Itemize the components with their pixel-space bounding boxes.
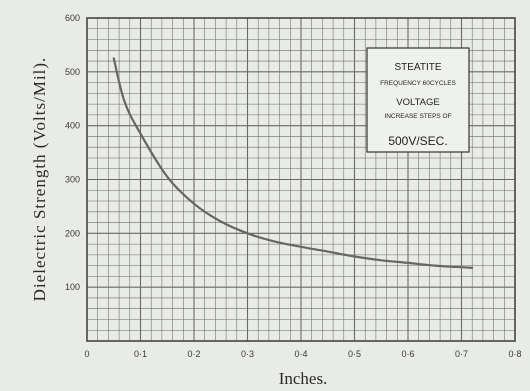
annotation-line-1: STEATITE [394, 62, 441, 73]
annotation-line-3: VOLTAGE [396, 97, 439, 108]
annotation-line-5: 500V/SEC. [388, 134, 447, 148]
x-tick-label: 0·3 [241, 349, 254, 359]
x-tick-label: 0 [84, 349, 89, 359]
x-tick-label: 0·1 [134, 349, 147, 359]
annotation-line-2: FREQUENCY 60CYCLES [380, 80, 456, 87]
y-tick-label: 400 [65, 121, 80, 131]
y-tick-label: 600 [65, 13, 80, 23]
x-tick-label: 0·4 [294, 349, 307, 359]
plot-frame [86, 17, 516, 342]
x-tick-labels: 0 0·1 0·2 0·3 0·4 0·5 0·6 0·7 0·8 [84, 349, 521, 359]
y-tick-labels: 600 500 400 300 200 100 [65, 13, 80, 292]
x-tick-label: 0·8 [508, 349, 521, 359]
annotation-box: STEATITE FREQUENCY 60CYCLES VOLTAGE INCR… [366, 47, 470, 153]
x-tick-label: 0·6 [401, 349, 414, 359]
y-tick-label: 100 [65, 282, 80, 292]
y-tick-label: 300 [65, 175, 80, 185]
y-tick-label: 200 [65, 228, 80, 238]
x-tick-label: 0·5 [348, 349, 361, 359]
series-line [112, 57, 474, 269]
x-axis-label: Inches. [279, 369, 328, 388]
y-axis-label: Dielectric Strength (Volts/Mil). [30, 57, 49, 302]
y-tick-label: 500 [65, 67, 80, 77]
x-tick-label: 0·2 [187, 349, 200, 359]
annotation-line-4: INCREASE STEPS OF [384, 113, 451, 120]
x-tick-label: 0·7 [455, 349, 468, 359]
